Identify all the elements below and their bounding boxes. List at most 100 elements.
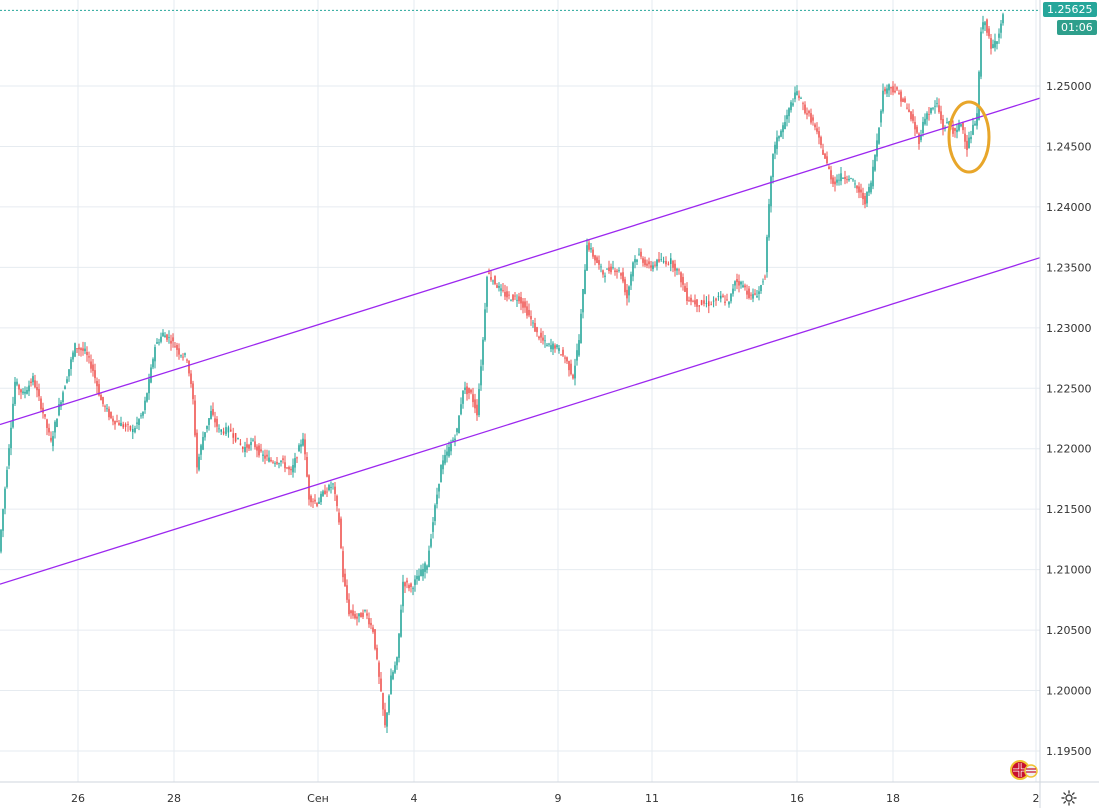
candle-body [742, 285, 744, 288]
candle-body [92, 364, 94, 371]
candle-body [626, 289, 628, 299]
x-axis[interactable]: 26 28 Сен 4 9 11 16 18 2 [71, 792, 1040, 805]
candle-body [590, 248, 592, 250]
candle-body [648, 261, 650, 265]
candle-body [734, 281, 736, 286]
candle-body [300, 444, 302, 447]
candle-body [990, 38, 992, 49]
candle-body [428, 550, 430, 568]
candle-body [442, 460, 444, 470]
candle-body [644, 259, 646, 266]
candle-body [20, 389, 22, 393]
candle-body [252, 439, 254, 441]
candle-body [956, 129, 958, 133]
candle-body [964, 133, 966, 142]
candle-body [838, 179, 840, 181]
candle-body [398, 633, 400, 658]
candle-body [306, 456, 308, 477]
channel-lines[interactable] [0, 97, 1041, 585]
candle-body [788, 108, 790, 117]
candle-body [646, 263, 648, 266]
candle-body [594, 255, 596, 261]
candle-body [500, 288, 502, 291]
y-tick-label: 1.23000 [1046, 322, 1092, 335]
candle-body [758, 291, 760, 295]
candle-body [302, 438, 304, 446]
candle-body [0, 529, 2, 552]
candle-body [376, 647, 378, 659]
candle-body [94, 370, 96, 379]
candle-body [116, 421, 118, 423]
candle-body [752, 294, 754, 299]
candle-body [538, 336, 540, 339]
candle-body [146, 393, 148, 402]
candle-body [856, 185, 858, 189]
candle-body [750, 294, 752, 296]
candle-body [54, 421, 56, 433]
y-tick-label: 1.20500 [1046, 624, 1092, 637]
candle-body [140, 415, 142, 417]
candle-body [740, 281, 742, 285]
candle-body [56, 418, 58, 427]
candle-body [630, 274, 632, 286]
candle-body [546, 344, 548, 346]
candle-body [326, 491, 328, 493]
candle-body [612, 267, 614, 269]
candle-body [790, 102, 792, 111]
candle-body [986, 19, 988, 33]
candle-body [866, 191, 868, 204]
highlight-ellipse-shape[interactable] [947, 100, 991, 174]
uk-us-flag-icon[interactable] [1008, 759, 1038, 781]
channel-upper-line[interactable] [0, 97, 1041, 426]
candle-body [652, 265, 654, 269]
candle-body [484, 309, 486, 340]
candle-body [434, 505, 436, 522]
candle-body [390, 675, 392, 695]
candle-body [246, 444, 248, 448]
candle-body [1000, 23, 1002, 33]
candle-body [710, 304, 712, 306]
candle-body [556, 345, 558, 348]
candle-body [918, 133, 920, 145]
candle-body [239, 443, 242, 445]
candle-body [370, 622, 372, 626]
candle-body [280, 460, 282, 463]
candle-body [910, 111, 912, 120]
candle-body [700, 300, 703, 305]
candle-body [214, 418, 216, 423]
candle-body [62, 392, 64, 403]
candle-body [378, 662, 380, 677]
candle-body [344, 573, 346, 587]
highlight-ellipse[interactable] [947, 100, 991, 174]
candle-body [550, 345, 552, 350]
candle-body [362, 612, 364, 617]
x-tick-label: Сен [307, 792, 329, 805]
candle-body [860, 189, 862, 193]
candle-body [366, 613, 368, 616]
candle-body [926, 113, 928, 120]
candle-body [828, 166, 830, 170]
candle-body [102, 397, 104, 404]
candle-body [272, 461, 274, 463]
y-tick-label: 1.19500 [1046, 745, 1092, 758]
candle-body [454, 438, 456, 441]
y-tick-label: 1.24500 [1046, 140, 1092, 153]
candle-body [70, 359, 72, 369]
candle-body [766, 236, 768, 273]
candle-body [68, 369, 70, 377]
candle-body [100, 394, 102, 401]
candle-body [66, 379, 68, 383]
candle-body [798, 95, 800, 98]
candle-body [168, 337, 170, 338]
candle-body [418, 575, 420, 581]
candle-body [586, 245, 588, 271]
channel-lower-line[interactable] [0, 257, 1041, 585]
candle-body [258, 445, 260, 456]
candle-body [486, 276, 488, 307]
candle-body [970, 136, 972, 140]
candle-body [812, 117, 814, 121]
gear-icon[interactable] [1060, 789, 1078, 807]
candle-body [374, 629, 376, 649]
